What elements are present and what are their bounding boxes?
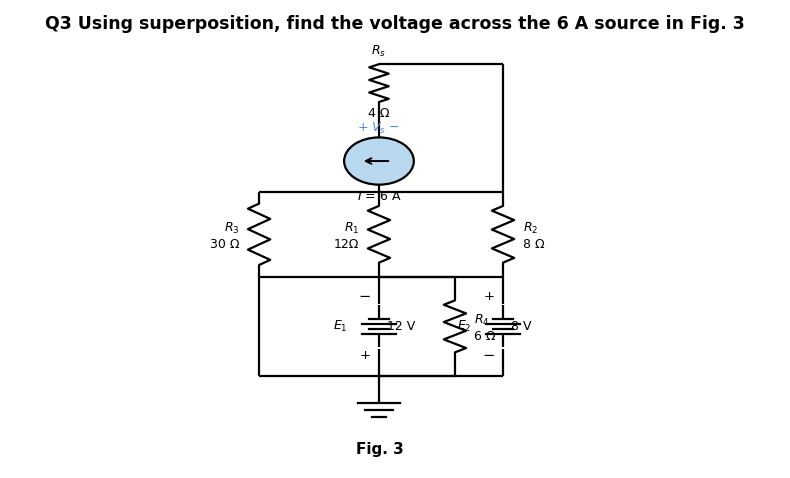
Text: $R_4$: $R_4$	[475, 313, 490, 328]
Text: $I$ = 6 A: $I$ = 6 A	[357, 190, 401, 203]
Text: Q3 Using superposition, find the voltage across the 6 A source in Fig. 3: Q3 Using superposition, find the voltage…	[45, 15, 745, 33]
Text: $R_3$: $R_3$	[224, 221, 239, 236]
Text: 6 Ω: 6 Ω	[475, 330, 496, 343]
Text: Fig. 3: Fig. 3	[356, 442, 404, 457]
Text: +: +	[359, 349, 371, 362]
Text: 30 Ω: 30 Ω	[210, 238, 239, 251]
Text: −: −	[359, 290, 371, 304]
Text: $E_2$: $E_2$	[457, 319, 472, 334]
Text: 8 Ω: 8 Ω	[522, 238, 544, 251]
Text: 12 V: 12 V	[387, 320, 416, 333]
Text: −: −	[483, 348, 495, 363]
Text: $R_s$: $R_s$	[371, 43, 386, 58]
Circle shape	[344, 137, 414, 185]
Text: $R_2$: $R_2$	[522, 221, 538, 236]
Text: $R_1$: $R_1$	[344, 221, 359, 236]
Text: 4 Ω: 4 Ω	[368, 107, 389, 120]
Text: 12Ω: 12Ω	[334, 238, 359, 251]
Text: +: +	[483, 291, 495, 304]
Text: 8 V: 8 V	[511, 320, 532, 333]
Text: $E_1$: $E_1$	[333, 319, 348, 334]
Text: + $V_s$ −: + $V_s$ −	[357, 121, 401, 136]
